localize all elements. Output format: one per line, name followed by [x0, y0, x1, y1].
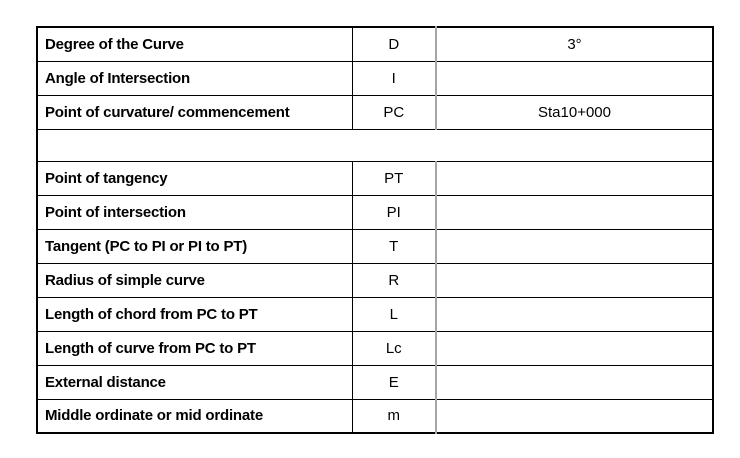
- value-cell[interactable]: 3°: [436, 26, 713, 62]
- value-cell[interactable]: [436, 364, 713, 400]
- value-cell[interactable]: [436, 262, 713, 298]
- description-cell: Point of tangency: [37, 160, 353, 196]
- spacer-cell: [37, 128, 713, 162]
- value-cell[interactable]: Sta10+000: [436, 94, 713, 130]
- table-row: Point of intersection PI: [37, 194, 713, 230]
- description-cell: Middle ordinate or mid ordinate: [37, 398, 353, 434]
- symbol-cell: R: [352, 262, 437, 298]
- description-cell: Degree of the Curve: [37, 26, 353, 62]
- symbol-cell: T: [352, 228, 437, 264]
- table-row: Length of curve from PC to PT Lc: [37, 330, 713, 366]
- value-cell[interactable]: [436, 60, 713, 96]
- table-row: Point of curvature/ commencement PC Sta1…: [37, 94, 713, 130]
- description-cell: Angle of Intersection: [37, 60, 353, 96]
- value-cell[interactable]: [436, 296, 713, 332]
- table-row: Point of tangency PT: [37, 160, 713, 196]
- symbol-cell: PT: [352, 160, 437, 196]
- table-row: Degree of the Curve D 3°: [37, 26, 713, 62]
- table-row: Angle of Intersection I: [37, 60, 713, 96]
- value-cell[interactable]: [436, 228, 713, 264]
- symbol-cell: D: [352, 26, 437, 62]
- value-cell[interactable]: [436, 398, 713, 434]
- symbol-cell: Lc: [352, 330, 437, 366]
- table-row: Tangent (PC to PI or PI to PT) T: [37, 228, 713, 264]
- description-cell: External distance: [37, 364, 353, 400]
- symbol-cell: PC: [352, 94, 437, 130]
- symbol-cell: m: [352, 398, 437, 434]
- symbol-cell: PI: [352, 194, 437, 230]
- simple-curve-elements-table: Degree of the Curve D 3° Angle of Inters…: [36, 26, 714, 434]
- description-cell: Radius of simple curve: [37, 262, 353, 298]
- symbol-cell: E: [352, 364, 437, 400]
- value-cell[interactable]: [436, 194, 713, 230]
- symbol-cell: L: [352, 296, 437, 332]
- table-row: External distance E: [37, 364, 713, 400]
- description-cell: Length of chord from PC to PT: [37, 296, 353, 332]
- description-cell: Length of curve from PC to PT: [37, 330, 353, 366]
- description-cell: Point of curvature/ commencement: [37, 94, 353, 130]
- description-cell: Tangent (PC to PI or PI to PT): [37, 228, 353, 264]
- symbol-cell: I: [352, 60, 437, 96]
- table-row: Radius of simple curve R: [37, 262, 713, 298]
- value-cell[interactable]: [436, 160, 713, 196]
- table-row: Middle ordinate or mid ordinate m: [37, 398, 713, 434]
- spacer-row: [37, 128, 713, 162]
- table-row: Length of chord from PC to PT L: [37, 296, 713, 332]
- description-cell: Point of intersection: [37, 194, 353, 230]
- value-cell[interactable]: [436, 330, 713, 366]
